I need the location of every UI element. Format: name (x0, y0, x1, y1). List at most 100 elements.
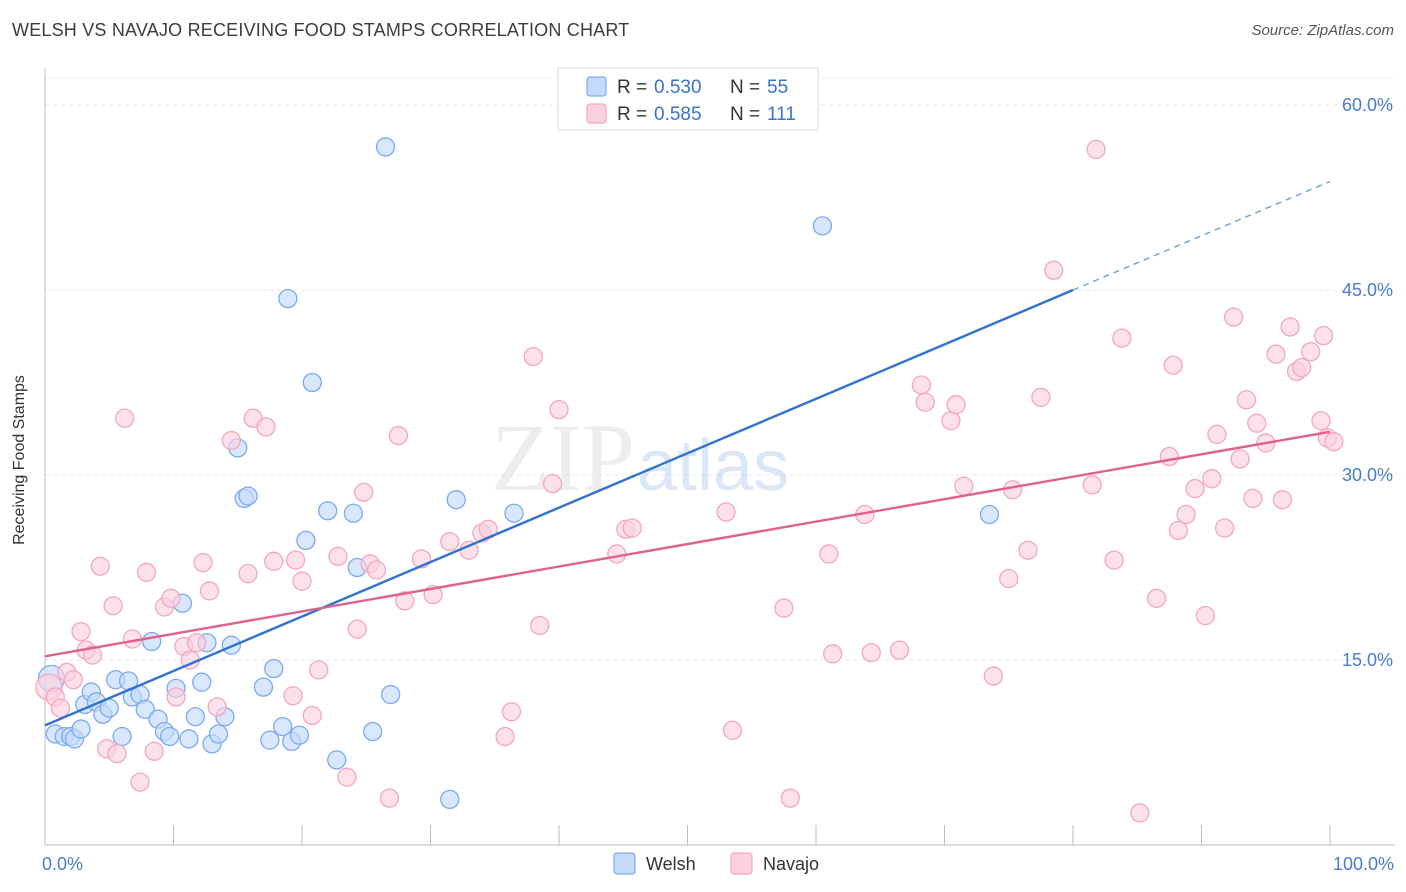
welsh-point-49 (381, 684, 401, 705)
navajo-point-15 (136, 562, 157, 583)
navajo-point-31 (283, 686, 303, 706)
welsh-point-16 (135, 699, 155, 719)
navajo-point-30 (264, 551, 284, 571)
watermark-atlas: atlas (637, 426, 789, 506)
bottom-legend: Welsh Navajo (613, 852, 819, 875)
navajo-point-18 (161, 588, 181, 608)
legend-r-label-navajo: R = (617, 104, 647, 125)
navajo-point-29 (256, 417, 276, 437)
navajo-point-39 (354, 482, 374, 502)
navajo-point-33 (292, 571, 312, 591)
navajo-point-90 (1185, 478, 1205, 499)
navajo-point-62 (774, 598, 794, 618)
welsh-trend-line (44, 288, 1074, 727)
navajo-point-34 (302, 705, 322, 726)
navajo-point-14 (130, 772, 150, 792)
navajo-point-35 (309, 660, 329, 680)
welsh-point-35 (260, 730, 280, 750)
axes (44, 68, 1395, 846)
welsh-point-51 (446, 490, 466, 510)
navajo-point-89 (1176, 504, 1196, 525)
welsh-point-24 (185, 707, 205, 727)
welsh-point-45 (343, 503, 364, 523)
navajo-point-79 (1044, 260, 1064, 280)
legend-n-label-navajo: N = (730, 104, 760, 125)
bottom-legend-navajo: Navajo (763, 854, 819, 874)
navajo-point-91 (1195, 605, 1216, 626)
navajo-point-43 (388, 425, 409, 446)
x-tick-label-0: 0.0% (42, 854, 83, 874)
navajo-point-97 (1236, 390, 1257, 410)
navajo-point-110 (1324, 432, 1344, 452)
welsh-point-41 (296, 530, 316, 551)
watermark-zip: ZIP (491, 404, 635, 511)
welsh-point-47 (363, 721, 383, 742)
navajo-point-77 (1018, 540, 1038, 560)
welsh-point-54 (979, 504, 1000, 525)
navajo-point-32 (285, 550, 306, 570)
welsh-point-17 (142, 631, 162, 652)
navajo-point-88 (1168, 520, 1189, 541)
navajo-point-98 (1243, 488, 1263, 509)
welsh-point-12 (112, 726, 132, 747)
navajo-point-38 (347, 619, 367, 639)
navajo-point-36 (328, 546, 348, 567)
navajo-point-72 (946, 395, 966, 415)
top-legend: R = 0.530 N = 55 R = 0.585 N = 111 (557, 67, 819, 131)
navajo-point-75 (999, 568, 1019, 589)
navajo-point-55 (542, 473, 563, 494)
navajo-point-44 (395, 591, 415, 611)
navajo-trend-line (44, 430, 1331, 658)
navajo-point-63 (780, 788, 800, 808)
watermark: ZIP atlas (491, 404, 789, 511)
navajo-point-92 (1202, 469, 1222, 489)
welsh-trend-extension (1072, 180, 1331, 291)
legend-swatch-welsh (586, 76, 607, 97)
legend-n-value-navajo: 111 (767, 104, 796, 125)
bottom-legend-welsh: Welsh (646, 854, 696, 874)
navajo-point-24 (199, 581, 220, 601)
welsh-point-25 (192, 672, 212, 692)
navajo-point-53 (523, 346, 543, 367)
navajo-point-23 (193, 552, 213, 573)
legend-swatch-navajo (586, 103, 607, 124)
chart-title: WELSH VS NAVAJO RECEIVING FOOD STAMPS CO… (12, 20, 630, 40)
navajo-point-105 (1292, 358, 1312, 378)
navajo-point-94 (1214, 518, 1235, 538)
navajo-point-69 (911, 375, 932, 395)
y-tick-label-30: 30.0% (1342, 465, 1393, 485)
navajo-point-22 (186, 633, 207, 653)
navajo-point-5 (71, 621, 91, 642)
navajo-point-87 (1163, 355, 1183, 375)
navajo-point-82 (1104, 550, 1124, 570)
navajo-point-41 (366, 560, 387, 580)
chart-source: Source: ZipAtlas.com (1251, 22, 1394, 39)
navajo-point-67 (861, 642, 881, 663)
navajo-point-59 (622, 518, 642, 538)
navajo-point-56 (549, 399, 569, 420)
navajo-point-26 (221, 430, 241, 451)
navajo-point-76 (1002, 480, 1023, 500)
navajo-point-81 (1086, 139, 1106, 160)
navajo-point-103 (1280, 317, 1300, 337)
navajo-point-54 (530, 615, 550, 636)
y-tick-label-15: 15.0% (1342, 650, 1393, 670)
navajo-points (35, 139, 1344, 823)
navajo-point-60 (716, 502, 736, 522)
welsh-point-40 (289, 725, 310, 745)
navajo-point-52 (501, 702, 522, 722)
welsh-point-43 (318, 501, 338, 521)
welsh-point-33 (238, 486, 258, 506)
navajo-point-47 (440, 531, 460, 552)
navajo-point-83 (1112, 328, 1132, 348)
navajo-point-106 (1301, 342, 1321, 362)
navajo-point-19 (166, 687, 186, 707)
navajo-point-10 (103, 596, 123, 616)
legend-r-value-welsh: 0.530 (654, 77, 702, 98)
bottom-legend-swatch-welsh (613, 852, 636, 875)
y-tick-label-60: 60.0% (1342, 95, 1393, 115)
navajo-point-78 (1031, 387, 1051, 407)
navajo-point-4 (63, 670, 83, 690)
navajo-point-107 (1311, 411, 1331, 431)
